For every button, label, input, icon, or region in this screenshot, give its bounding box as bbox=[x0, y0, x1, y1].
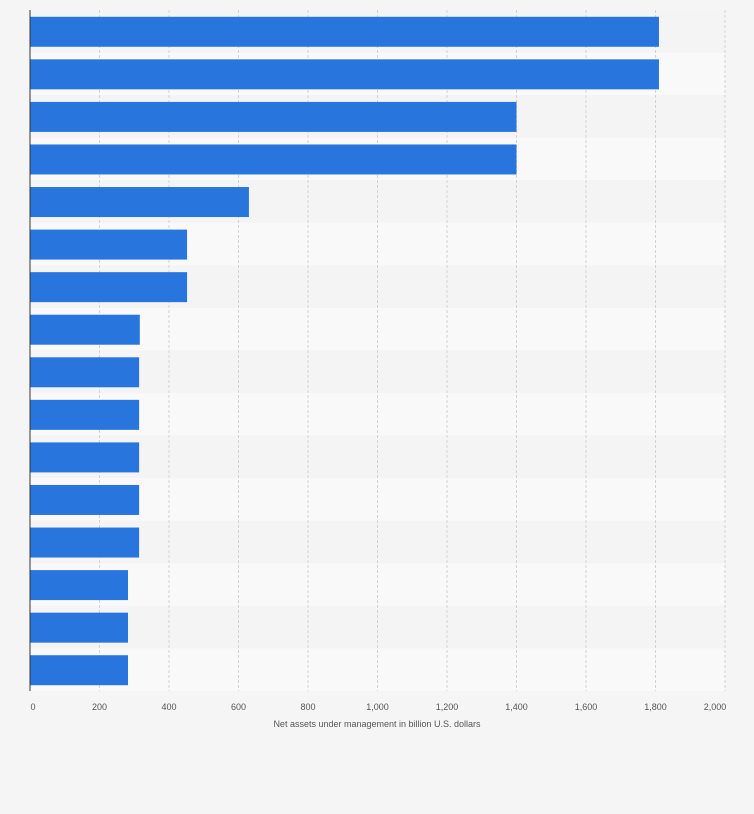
x-tick-label: 1,800 bbox=[644, 702, 667, 712]
bars bbox=[30, 16, 659, 686]
row-band bbox=[30, 563, 725, 606]
x-tick-label: 400 bbox=[161, 702, 176, 712]
x-axis-label: Net assets under management in billion U… bbox=[273, 719, 481, 729]
bar[interactable] bbox=[30, 16, 659, 47]
bar[interactable] bbox=[30, 399, 140, 430]
bar[interactable] bbox=[30, 229, 188, 260]
x-tick-label: 2,000 bbox=[704, 702, 727, 712]
bar[interactable] bbox=[30, 655, 128, 686]
bar[interactable] bbox=[30, 570, 128, 601]
x-tick-labels: 0 200 400 600 800 1,000 1,200 1,400 1,600 1,800 2,… bbox=[30, 702, 726, 712]
row-band bbox=[30, 648, 725, 691]
x-tick-label: 1,000 bbox=[366, 702, 389, 712]
bar[interactable] bbox=[30, 357, 140, 388]
bar[interactable] bbox=[30, 314, 140, 345]
bar[interactable] bbox=[30, 484, 140, 515]
x-tick-label: 600 bbox=[231, 702, 246, 712]
bar[interactable] bbox=[30, 442, 140, 473]
gridlines bbox=[99, 10, 726, 691]
bar[interactable] bbox=[30, 612, 128, 643]
bar[interactable] bbox=[30, 527, 140, 558]
bar[interactable] bbox=[30, 272, 188, 303]
x-tick-label: 0 bbox=[30, 702, 35, 712]
x-tick-label: 1,400 bbox=[505, 702, 528, 712]
bar[interactable] bbox=[30, 59, 659, 90]
x-tick-label: 1,600 bbox=[575, 702, 598, 712]
x-tick-label: 1,200 bbox=[436, 702, 459, 712]
bar[interactable] bbox=[30, 144, 517, 175]
bar[interactable] bbox=[30, 101, 517, 132]
x-tick-label: 200 bbox=[92, 702, 107, 712]
x-tick-label: 800 bbox=[300, 702, 315, 712]
bar[interactable] bbox=[30, 187, 249, 218]
